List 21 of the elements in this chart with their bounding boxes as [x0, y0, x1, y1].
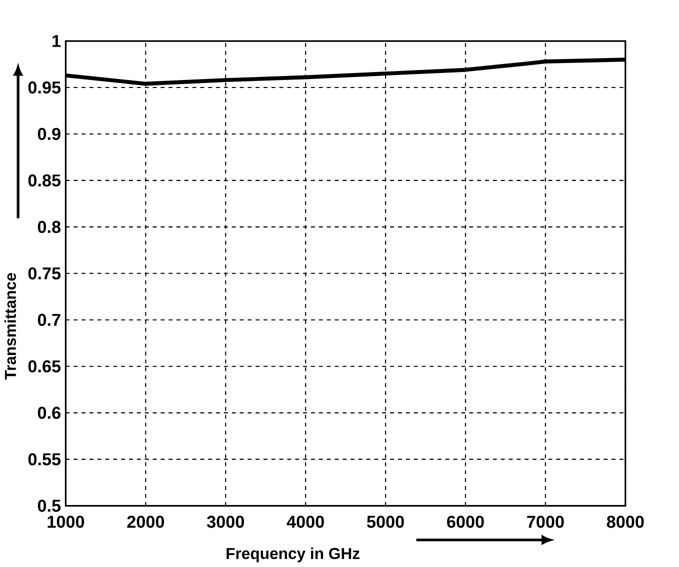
x-tick-label: 3000 [206, 516, 244, 528]
y-tick-label: 0.65 [28, 360, 61, 373]
x-tick-label: 1000 [48, 516, 84, 528]
x-tick-label: 2000 [127, 516, 164, 528]
x-tick-label: 8000 [606, 516, 644, 528]
y-tick-label: 1 [52, 35, 61, 48]
y-tick-label: 0.5 [38, 500, 61, 512]
y-tick-label: 0.6 [38, 406, 60, 420]
x-axis-title: Frequency in GHz [226, 548, 360, 562]
y-axis-title: Transmittance [4, 273, 16, 380]
x-tick-label: 4000 [286, 516, 324, 528]
y-tick-label: 0.95 [28, 82, 61, 94]
x-tick-label: 7000 [527, 516, 564, 528]
y-tick-label: 0.55 [28, 453, 61, 466]
x-tick-label: 5000 [367, 516, 404, 528]
y-tick-label: 0.9 [38, 128, 60, 140]
y-tick-label: 0.85 [28, 174, 61, 187]
x-tick-label: 6000 [447, 516, 484, 528]
y-tick-label: 0.75 [28, 268, 61, 280]
y-tick-label: 0.8 [38, 221, 61, 234]
y-tick-label: 0.7 [38, 314, 60, 326]
